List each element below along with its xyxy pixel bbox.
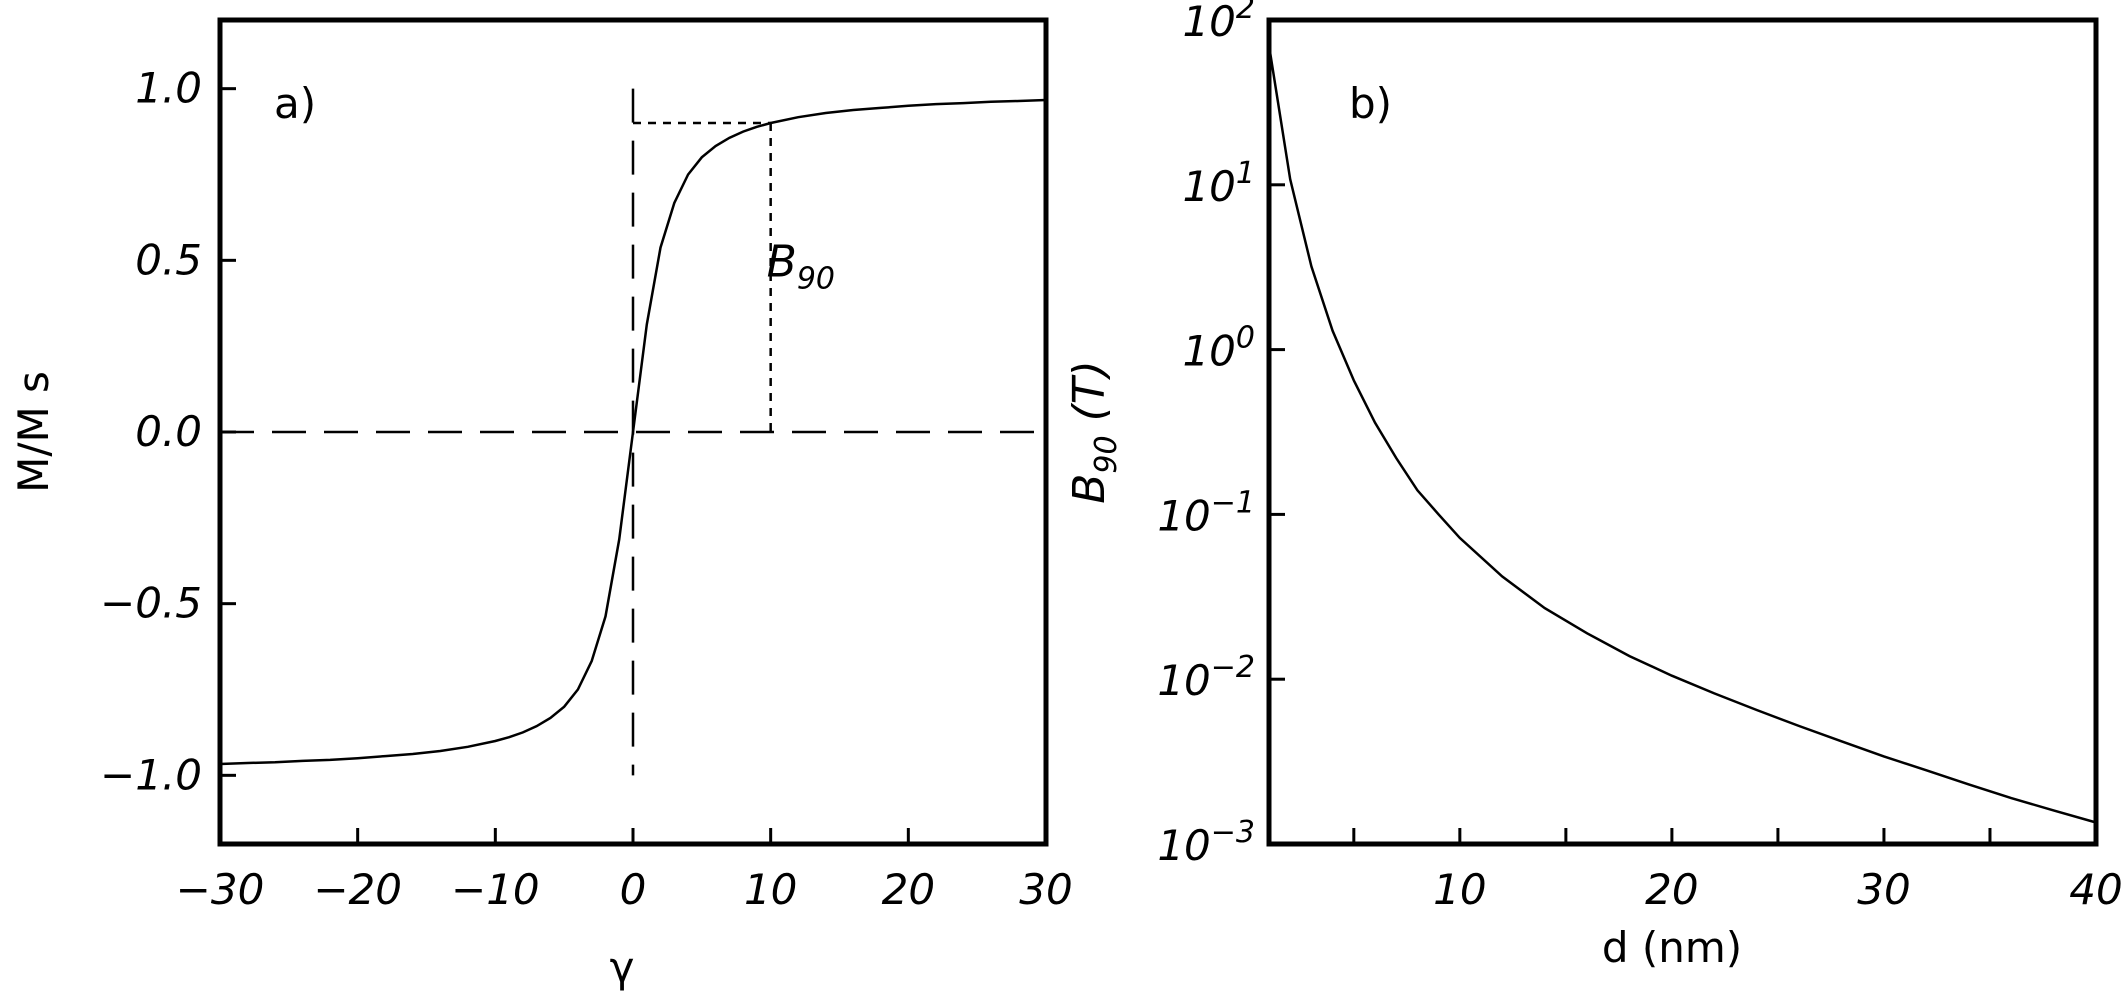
y-tick-exponent: 2 [1236, 0, 1255, 26]
plot-frame [1266, 17, 2099, 847]
panel-a-chart: −30 −20 −10 0 10 20 30 −1.0−0.50.00.51.0 a) γ … [9, 17, 1073, 992]
y-tick-exponent: −1 [1211, 485, 1255, 520]
y-tick-exponent: 1 [1236, 156, 1255, 191]
x-tick-label: 30 [1857, 865, 1910, 914]
y-label-subscript: 90 [1089, 435, 1124, 473]
x-tick-label: 30 [1019, 865, 1072, 914]
y-tick-base: 10 [1157, 656, 1210, 705]
x-tick-label: 40 [2069, 865, 2122, 914]
y-tick-base: 10 [1157, 821, 1210, 870]
y-label-unit: (T) [1064, 360, 1115, 421]
series-line [219, 98, 1047, 766]
y-tick-label: −1.0 [100, 750, 202, 799]
x-tick-label: −30 [176, 865, 265, 914]
y-tick-label: 100 [1182, 321, 1255, 376]
y-tick-label: 10−3 [1157, 815, 1255, 870]
y-tick-exponent: −2 [1211, 650, 1255, 685]
y-tick-base: 10 [1182, 0, 1235, 46]
b90-label: B90 [767, 236, 835, 296]
x-axis-label: γ [610, 943, 635, 992]
y-tick-exponent: −3 [1211, 815, 1255, 850]
b90-subscript: 90 [797, 261, 835, 296]
y-tick-label: 10−2 [1157, 650, 1255, 705]
x-axis-ticks: −30 −20 −10 0 10 20 30 [176, 828, 1073, 914]
x-tick-label: 0 [620, 865, 647, 914]
x-tick-label: 20 [1645, 865, 1698, 914]
y-axis-ticks: −1.0 −0.5 0.0 0.5 1.0 [100, 64, 236, 799]
y-tick-label: 1.0 [135, 64, 202, 113]
y-tick-base: 10 [1182, 162, 1235, 211]
y-axis-label-text: B90 (T) [1064, 360, 1124, 504]
x-tick-label: 10 [744, 865, 797, 914]
y-tick-base: 10 [1182, 327, 1235, 376]
magnetization-curve [219, 98, 1047, 766]
y-axis-label: B90 (T) [1064, 360, 1124, 504]
y-tick-base: 10 [1157, 491, 1210, 540]
y-label-base: B [1064, 474, 1115, 504]
series-line [1267, 45, 2097, 824]
panel-label: b) [1349, 79, 1392, 128]
x-tick-label: −10 [451, 865, 540, 914]
panel-label: a) [274, 79, 316, 128]
y-tick-label: 0.5 [135, 235, 202, 284]
x-tick-label: 10 [1433, 865, 1486, 914]
y-tick-label: 102 [1182, 0, 1255, 46]
b90-annotation: B90 [767, 236, 835, 296]
y-tick-label: 0.0 [135, 407, 202, 456]
y-axis-label: M/M s [9, 371, 58, 493]
y-tick-label: −0.5 [100, 579, 202, 628]
x-tick-label: 20 [882, 865, 935, 914]
y-tick-exponent: 0 [1236, 321, 1255, 356]
x-axis-label: d (nm) [1602, 923, 1742, 972]
y-tick-label: 101 [1182, 156, 1255, 211]
x-tick-label: −20 [313, 865, 402, 914]
b90-curve [1267, 45, 2097, 824]
y-tick-label: 10−1 [1157, 485, 1255, 540]
x-axis-ticks: 10 20 30 40 [1352, 828, 2122, 914]
